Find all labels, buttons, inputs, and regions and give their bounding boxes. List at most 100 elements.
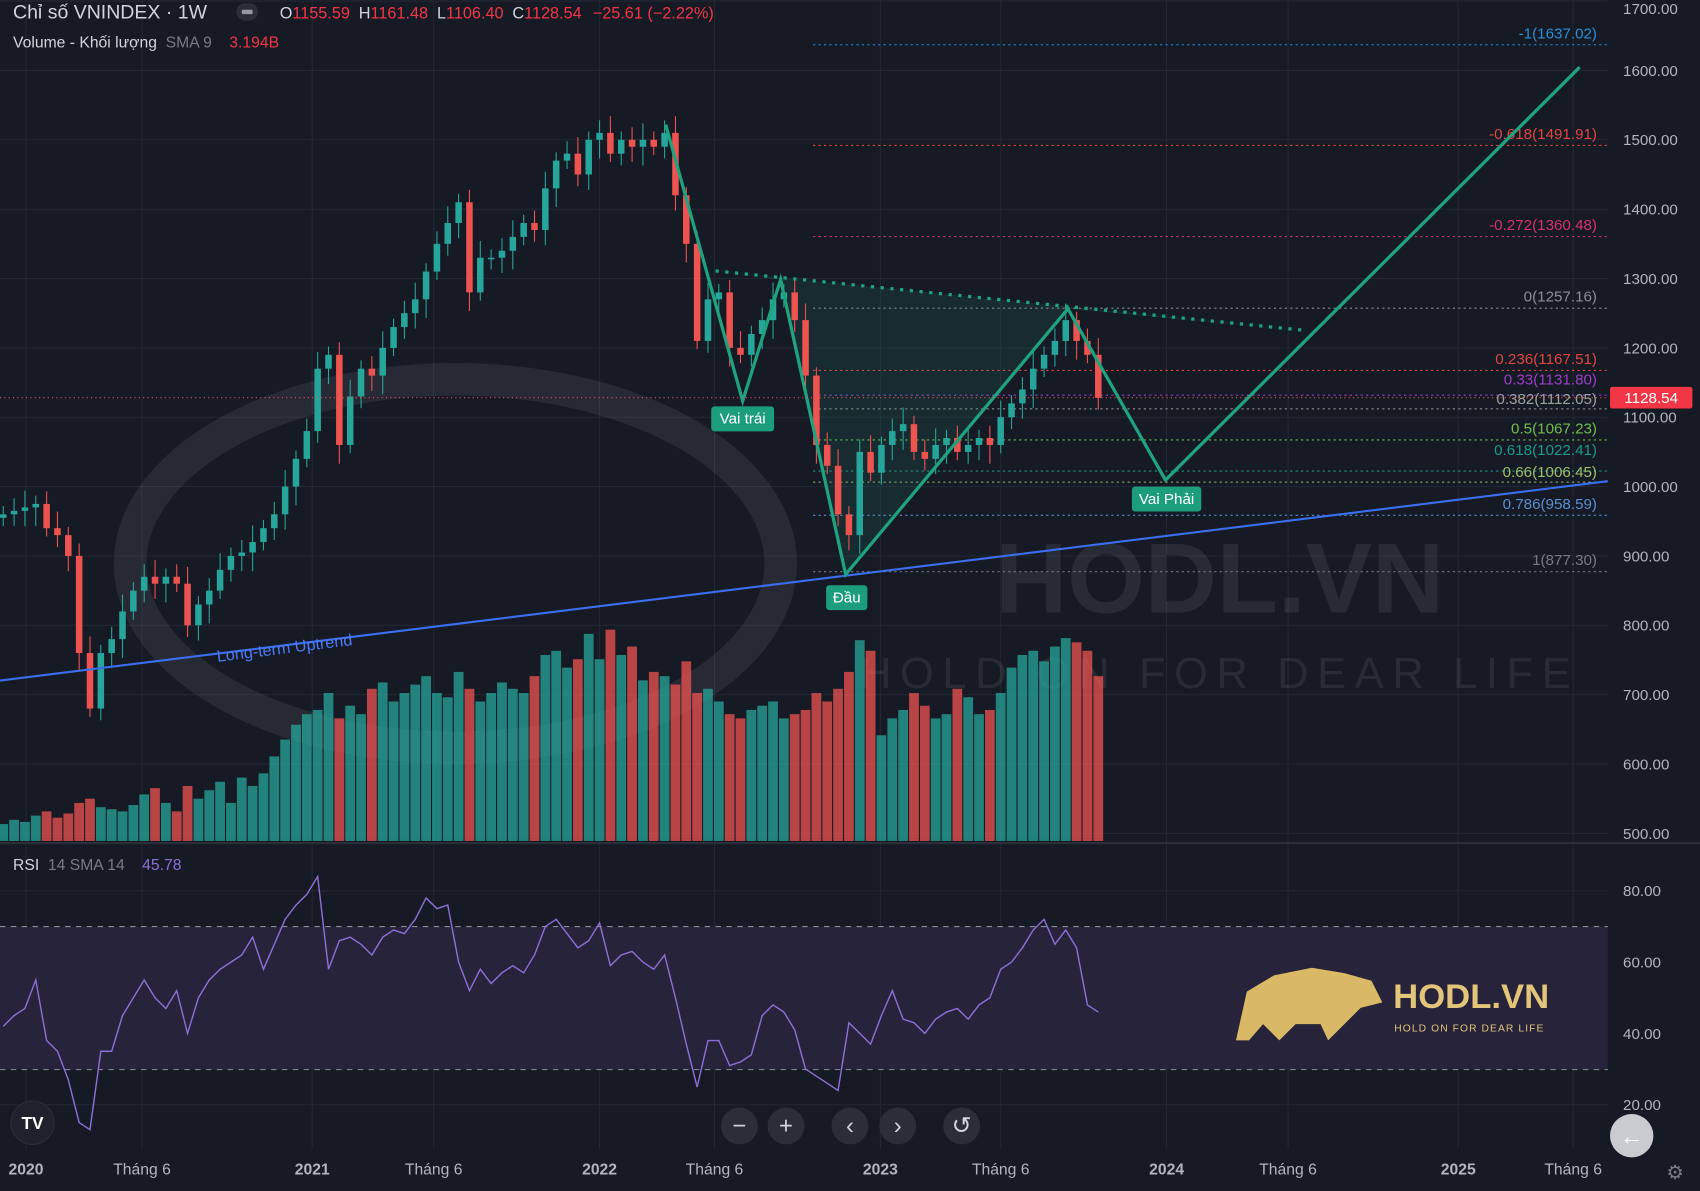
volume-bar: [280, 739, 291, 841]
candle-body: [151, 576, 159, 584]
candle-body: [466, 202, 473, 293]
volume-bar: [529, 676, 540, 841]
candle-body: [498, 250, 506, 258]
candle-body: [1051, 340, 1059, 355]
volume-bar: [854, 640, 865, 841]
volume-bar: [1060, 638, 1071, 841]
volume-bar: [703, 688, 713, 841]
volume-bar: [410, 684, 421, 841]
candle-body: [802, 320, 809, 376]
volume-bar: [356, 714, 366, 841]
long-term-uptrend-line[interactable]: [0, 480, 1608, 682]
scroll-left-button-bg: [831, 1107, 869, 1145]
arrow-left-icon: ←: [1620, 1123, 1644, 1150]
zoom-in-button[interactable]: +: [767, 1107, 805, 1145]
candle-body: [639, 139, 647, 147]
volume-bar: [106, 809, 117, 841]
tradingview-logo[interactable]: TV: [10, 1100, 55, 1145]
volume-bar: [789, 714, 800, 841]
volume-bar: [20, 821, 30, 841]
zoom-out-icon: −: [732, 1113, 746, 1140]
candle-body: [260, 528, 267, 543]
candle-body: [769, 299, 777, 321]
volume-bar: [822, 701, 833, 841]
volume-bar: [941, 714, 952, 841]
fib-level-label: -0.272(1360.48): [1489, 217, 1597, 234]
right-shoulder-text: Vai Phải: [1139, 491, 1194, 508]
price-candles: [0, 116, 1102, 721]
fib-level-label: 0.5(1067.23): [1511, 420, 1597, 437]
volume-bar: [594, 659, 605, 841]
volume-bar: [1082, 650, 1093, 841]
volume-bar: [757, 705, 768, 841]
candle-body: [292, 458, 300, 487]
left-shoulder-text: Vai trái: [720, 411, 766, 428]
scroll-right-button[interactable]: ›: [879, 1107, 917, 1145]
minus-icon: [241, 9, 253, 15]
volume-bar: [952, 688, 963, 841]
volume-bar: [204, 790, 215, 841]
volume-bar: [876, 735, 887, 841]
volume-bar: [1093, 676, 1104, 841]
time-axis[interactable]: 2020 Tháng 6 2021 Tháng 6 2022 Tháng 6 2023 Thá…: [9, 1162, 1603, 1179]
volume-bar: [605, 629, 616, 841]
volume-bar: [995, 693, 1006, 841]
volume-bar: [0, 824, 9, 841]
scroll-left-button[interactable]: ‹: [831, 1107, 869, 1145]
volume-bar: [453, 671, 464, 841]
symbol-title[interactable]: Chỉ số VNINDEX · 1W: [13, 1, 208, 23]
watermark-slogan: HOLD ON FOR DEAR LIFE: [860, 650, 1579, 698]
candle-body: [108, 639, 115, 654]
settings-gear-icon[interactable]: ⚙: [1666, 1162, 1683, 1184]
candle-body: [986, 438, 994, 445]
volume-bar: [909, 693, 919, 841]
scroll-right-button-bg: [879, 1107, 917, 1145]
back-button[interactable]: ←: [1610, 1114, 1654, 1158]
candle-body: [552, 160, 560, 189]
reset-chart-button[interactable]: ↺: [943, 1107, 981, 1145]
candle-body: [21, 507, 29, 511]
rsi-tick-label: 20.00: [1623, 1097, 1661, 1114]
scroll-right-icon: ›: [894, 1113, 902, 1140]
neckline[interactable]: [715, 269, 1307, 333]
time-tick-label: Tháng 6: [405, 1162, 463, 1179]
zoom-out-button[interactable]: −: [720, 1107, 758, 1145]
candle-body: [32, 503, 40, 508]
candle-body: [281, 486, 289, 515]
candle-body: [379, 347, 386, 376]
rsi-tick-label: 60.00: [1623, 955, 1661, 972]
volume-bar: [572, 659, 583, 841]
candle-body: [975, 438, 983, 445]
fib-level-label: 0.66(1006.45): [1503, 464, 1597, 481]
fib-level-label: 0.618(1022.41): [1494, 442, 1597, 459]
fib-level-label: -1(1637.02): [1519, 25, 1597, 42]
rsi-axis[interactable]: 80.00 60.00 40.00 20.00: [1623, 883, 1661, 1114]
volume-bar: [215, 781, 225, 841]
volume-bar: [161, 802, 171, 841]
volume-bar: [768, 701, 778, 841]
volume-bar: [1039, 661, 1049, 841]
price-axis[interactable]: 1700.00 1600.00 1500.00 1400.00 1300.00 1200.…: [1623, 1, 1678, 843]
price-tick-label: 900.00: [1623, 548, 1669, 565]
zoom-out-button-bg: [720, 1107, 758, 1145]
volume-bar: [323, 693, 334, 841]
time-tick-label: Tháng 6: [686, 1162, 744, 1179]
volume-bar: [800, 709, 811, 841]
candle-body: [1029, 368, 1037, 390]
price-tick-label: 1100.00: [1623, 410, 1677, 427]
head-and-shoulders-pattern[interactable]: [664, 66, 1581, 578]
candle-body: [845, 514, 853, 536]
volume-bar: [507, 688, 518, 841]
volume-bar: [226, 802, 236, 841]
candle-body: [368, 368, 376, 376]
volume-bar: [301, 714, 312, 841]
volume-bar: [540, 654, 551, 841]
volume-bar: [865, 650, 876, 841]
volume-bar: [464, 688, 475, 841]
volume-bar: [41, 811, 52, 841]
candle-body: [422, 271, 430, 300]
candle-body: [997, 417, 1004, 445]
candle-body: [119, 611, 126, 640]
volume-bar: [930, 718, 941, 841]
